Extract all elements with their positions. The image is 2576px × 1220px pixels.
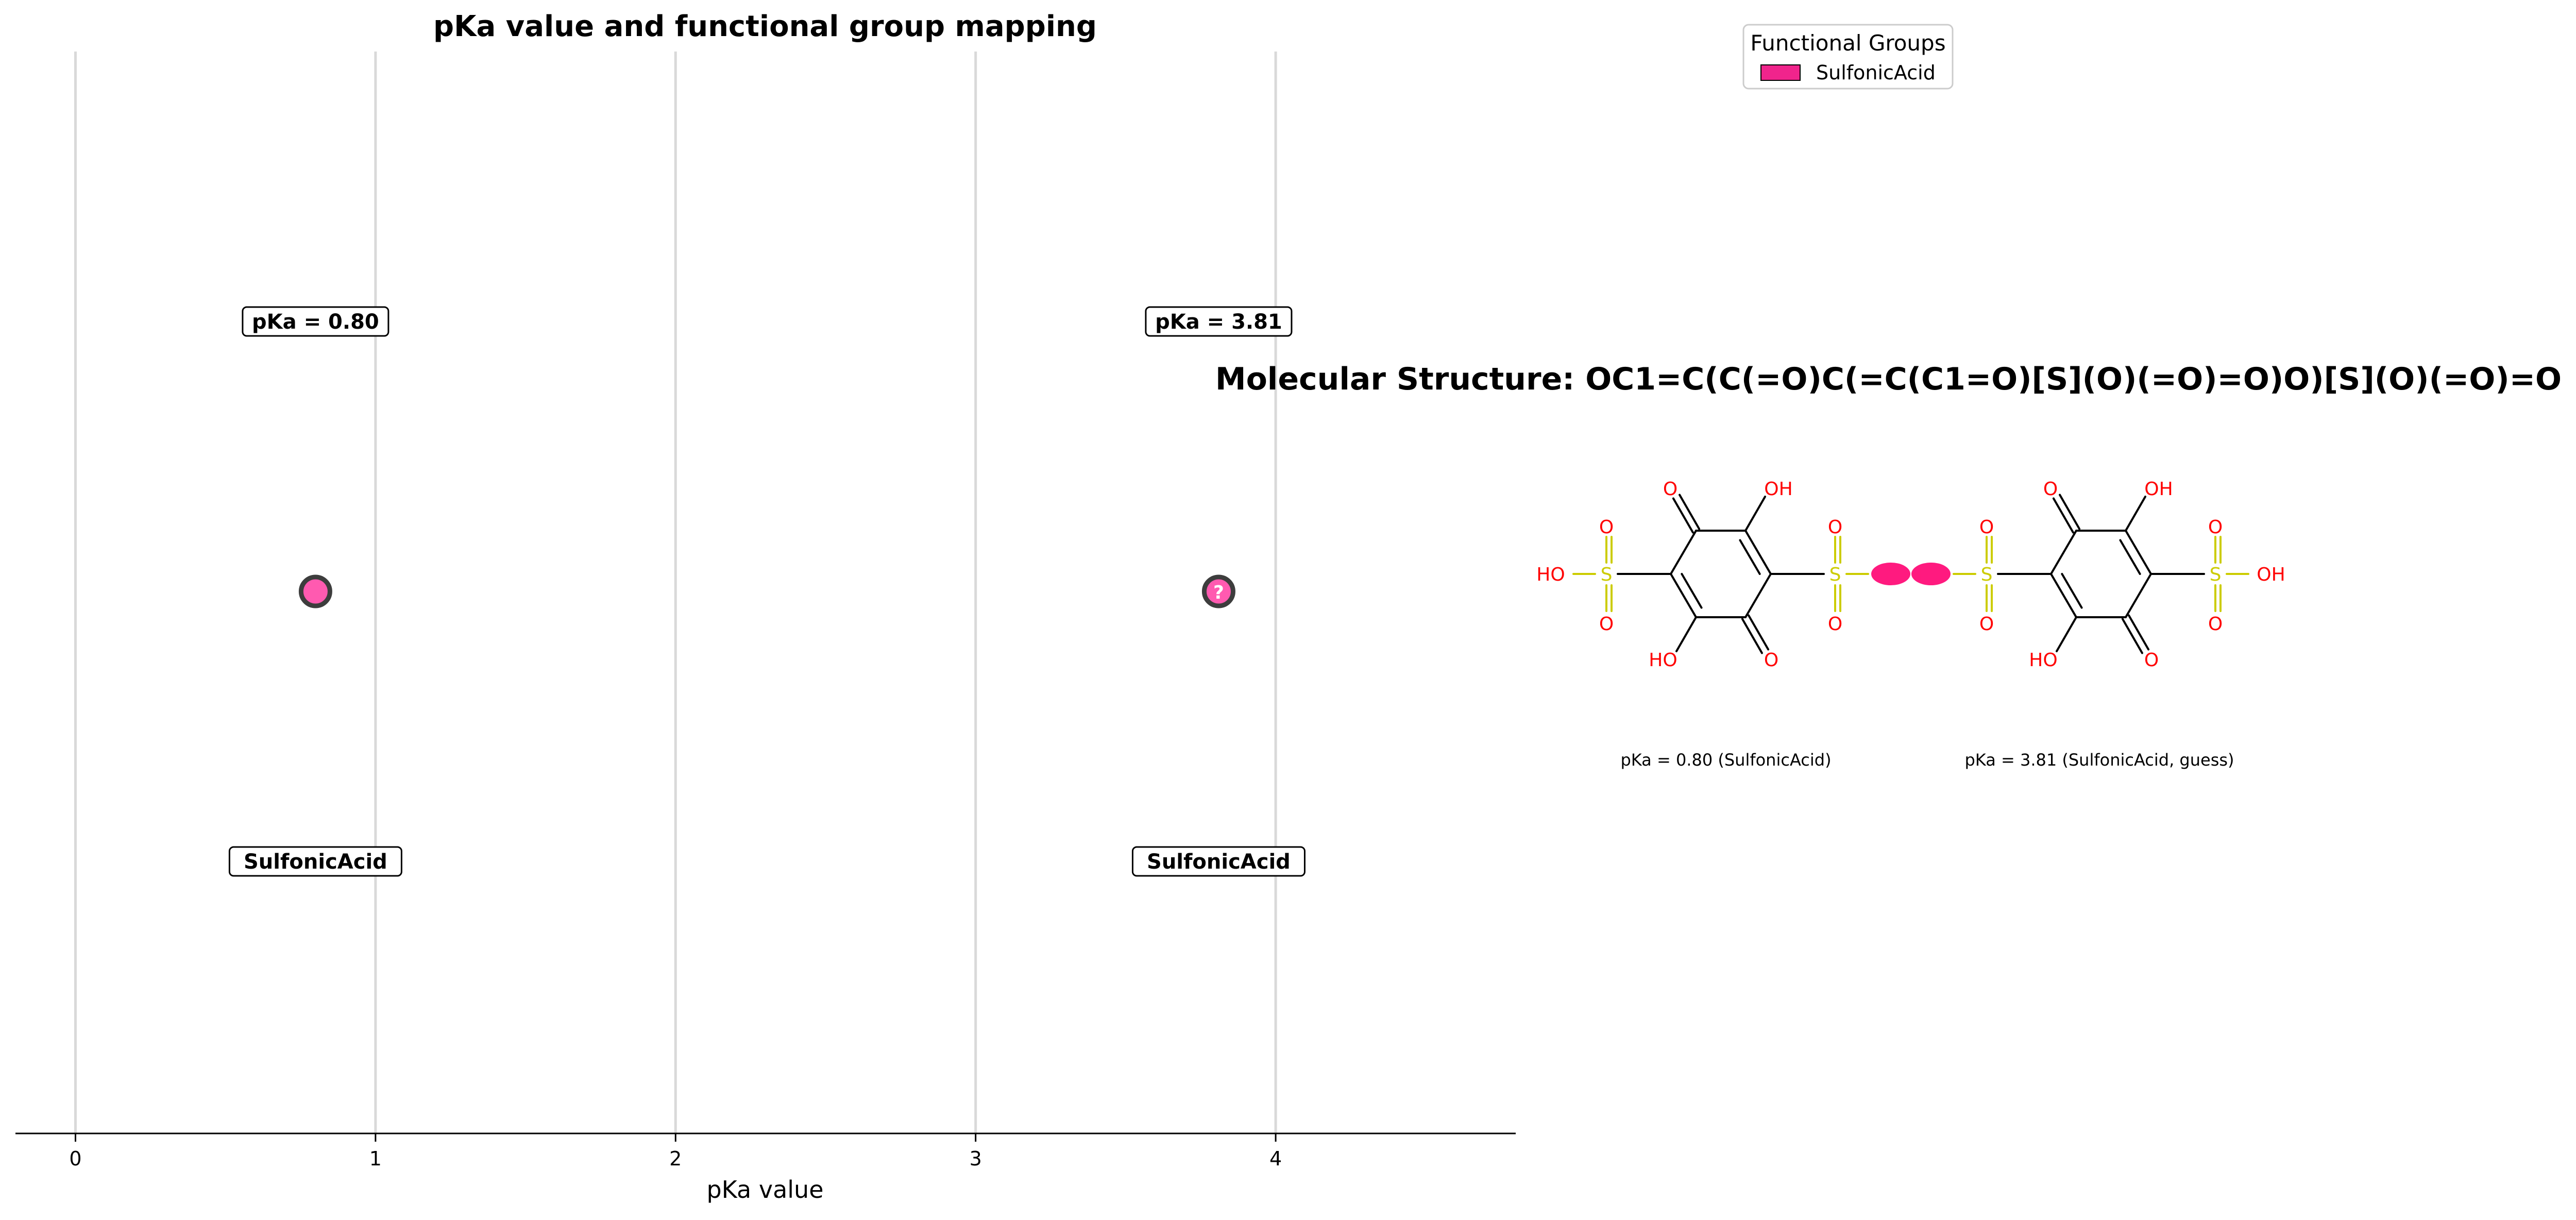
- ring-inner-bond-right: [2119, 539, 2141, 575]
- point-1-group-label-text: SulfonicAcid: [244, 850, 387, 874]
- atom-s-o-up-right: O: [1828, 517, 1842, 538]
- carbonyl-bottom-a: [1741, 618, 1763, 654]
- carbonyl-top-a: [2059, 494, 2081, 530]
- atom-oh-top: OH: [1764, 479, 1792, 500]
- legend: Functional Groups SulfonicAcid: [1742, 24, 1954, 90]
- point-2-group-label-text: SulfonicAcid: [1147, 850, 1291, 874]
- atom-oh-left: HO: [1917, 564, 1945, 585]
- point-1-pka-label-text: pKa = 0.80: [252, 310, 379, 334]
- atom-s-o-up-left: O: [1979, 517, 1994, 538]
- point-1-pka-label: pKa = 0.80: [242, 306, 389, 337]
- point-layer: pKa = 0.80 SulfonicAcid? pKa = 3.81 Sulfoni…: [228, 306, 1306, 877]
- point-2-pka-label-text: pKa = 3.81: [1155, 310, 1282, 334]
- atom-oh-top: OH: [2144, 479, 2173, 500]
- point-1-group-label: SulfonicAcid: [228, 846, 402, 877]
- ring-bond-5: [2050, 530, 2077, 575]
- legend-entry-label: SulfonicAcid: [1816, 61, 1936, 84]
- ring-bond-2: [1744, 573, 1772, 618]
- highlight-site-right: [1871, 563, 1910, 585]
- x-tick-label-0: 0: [69, 1147, 81, 1170]
- point-2-group-label-box: [1131, 846, 1306, 877]
- chart-title: pKa value and functional group mapping: [433, 10, 1097, 43]
- carbonyl-bottom-a: [2121, 618, 2143, 654]
- data-point-2-marker-text: ?: [1213, 582, 1224, 603]
- highlight-site-left: [1911, 563, 1951, 585]
- atom-o-bottom: O: [1764, 650, 1778, 671]
- ring-bond-1: [1744, 530, 1772, 575]
- ring-bond-1: [2125, 530, 2152, 575]
- atom-s-right: S: [1829, 564, 1841, 585]
- grid-layer: [74, 52, 1277, 1133]
- structure-title: Molecular Structure: OC1=C(C(=O)C(=C(C1=…: [1215, 361, 2562, 397]
- tick-layer: 0 1 2 3 4: [69, 1133, 1282, 1170]
- ring-inner-bond-left: [1681, 573, 1703, 609]
- x-tick-label-4: 4: [1269, 1147, 1282, 1170]
- atom-o-top: O: [1663, 479, 1677, 500]
- ring-bond-4: [1670, 573, 1697, 618]
- atom-ho-bottom: HO: [2029, 650, 2057, 671]
- atom-s-right: S: [2210, 564, 2222, 585]
- atom-ho-bottom: HO: [1649, 650, 1677, 671]
- x-tick-label-1: 1: [369, 1147, 382, 1170]
- legend-title: Functional Groups: [1750, 30, 1945, 56]
- carbonyl-top-a: [1679, 494, 1701, 530]
- carbonyl-top-b: [1672, 497, 1694, 534]
- x-axis-label: pKa value: [706, 1176, 823, 1204]
- hydroxyl-top-bond: [1744, 496, 1766, 532]
- data-point-1: [298, 574, 332, 608]
- atom-oh-left: HO: [1536, 564, 1565, 585]
- ring-inner-bond-right: [1739, 539, 1761, 575]
- point-2-pka-label: pKa = 3.81: [1145, 306, 1293, 337]
- atom-s-o-down-left: O: [1979, 614, 1994, 635]
- point-2-pka-label-box: [1145, 306, 1293, 337]
- carbonyl-bottom-b: [2128, 614, 2150, 651]
- carbonyl-bottom-b: [1748, 614, 1770, 651]
- atom-s-o-down-left: O: [1599, 614, 1614, 635]
- atom-s-left: S: [1981, 564, 1993, 585]
- atom-oh-right: OH: [1876, 564, 1905, 585]
- molecule-1: O OH HO O S O O HO S O O OH: [1536, 479, 1910, 671]
- hydroxyl-bottom-bond: [1675, 616, 1697, 652]
- structure-caption-2: pKa = 3.81 (SulfonicAcid, guess): [1964, 750, 2234, 770]
- point-1-group-label-box: [228, 846, 402, 877]
- ring-bond-4: [2050, 573, 2077, 618]
- ring-bond-5: [1670, 530, 1697, 575]
- legend-swatch: [1760, 64, 1801, 81]
- molecule-2: O OH HO O S O O HO S O O OH: [1911, 479, 2285, 671]
- x-tick-label-2: 2: [669, 1147, 682, 1170]
- atom-o-top: O: [2043, 479, 2058, 500]
- atom-oh-right: OH: [2257, 564, 2285, 585]
- point-1-pka-label-box: [242, 306, 389, 337]
- carbonyl-top-b: [2052, 497, 2074, 534]
- hydroxyl-bottom-bond: [2056, 616, 2077, 652]
- atom-s-o-down-right: O: [1828, 614, 1842, 635]
- data-point-2: [1201, 574, 1235, 608]
- structure-caption-1: pKa = 0.80 (SulfonicAcid): [1620, 750, 1831, 770]
- atom-s-o-up-left: O: [1599, 517, 1614, 538]
- atom-s-left: S: [1601, 564, 1613, 585]
- point-2-group-label: SulfonicAcid: [1131, 846, 1306, 877]
- x-tick-label-3: 3: [970, 1147, 982, 1170]
- hydroxyl-top-bond: [2125, 496, 2146, 532]
- atom-o-bottom: O: [2144, 650, 2159, 671]
- ring-inner-bond-left: [2061, 573, 2083, 609]
- atom-s-o-down-right: O: [2208, 614, 2223, 635]
- atom-s-o-up-right: O: [2208, 517, 2223, 538]
- ring-bond-2: [2125, 573, 2152, 618]
